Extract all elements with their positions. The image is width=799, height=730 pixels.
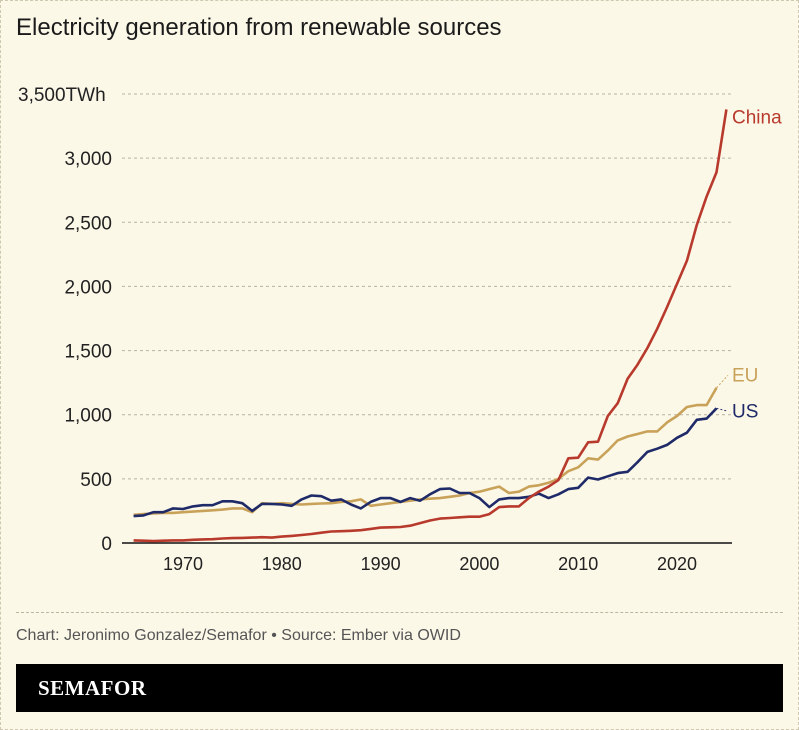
footer-bar: SEMAFOR: [16, 664, 783, 712]
x-tick-label: 2010: [558, 554, 598, 574]
y-tick-label: 3,000: [64, 149, 112, 170]
semafor-logo: SEMAFOR: [38, 676, 147, 700]
series-line-eu: [133, 387, 718, 517]
y-tick-label: 1,000: [64, 406, 112, 427]
x-tick-label: 2000: [459, 554, 499, 574]
y-tick-label: 2,500: [64, 213, 112, 234]
y-tick-label: 500: [80, 470, 112, 491]
series-label-china: China: [732, 108, 782, 129]
series-label-eu: EU: [732, 365, 758, 386]
label-leader: [716, 407, 729, 412]
y-tick-label: 3,500TWh: [18, 85, 106, 106]
series-label-us: US: [732, 401, 758, 422]
chart-credit: Chart: Jeronimo Gonzalez/Semafor • Sourc…: [16, 627, 461, 644]
y-tick-label: 1,500: [64, 342, 112, 363]
x-tick-label: 1970: [163, 554, 203, 574]
series-line-china: [133, 109, 728, 543]
line-chart: 0 500 1,000 1,500 2,000 2,500 3,000 3,500TWh 197…: [18, 85, 782, 574]
chart-title: Electricity generation from renewable so…: [16, 14, 502, 41]
x-tick-label: 1990: [361, 554, 401, 574]
x-tick-label: 2020: [657, 554, 697, 574]
label-leader: [716, 375, 729, 389]
y-tick-label: 2,000: [64, 277, 112, 298]
y-tick-label: 0: [101, 534, 112, 555]
x-tick-label: 1980: [262, 554, 302, 574]
series-line-us: [133, 407, 718, 518]
divider: [16, 612, 783, 613]
